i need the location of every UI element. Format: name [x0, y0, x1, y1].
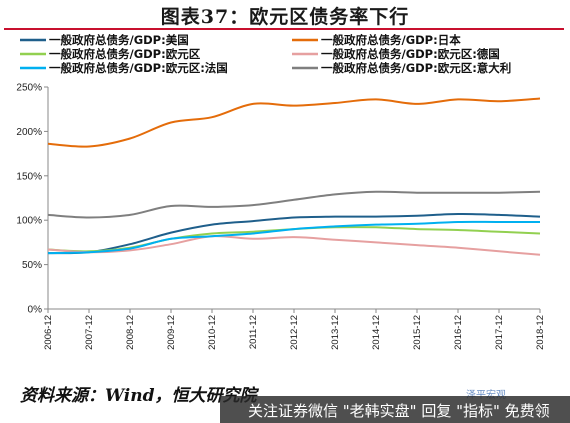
x-tick-label: 2009-12: [166, 315, 177, 350]
x-tick-label: 2008-12: [125, 315, 136, 350]
chart-title: 图表37：欧元区债务率下行: [160, 6, 410, 28]
watermark-text: 关注证券微信 "老韩实盘" 回复 "指标" 免费领: [248, 402, 550, 420]
y-tick-label: 0%: [28, 305, 43, 316]
series-line-germany: [47, 235, 541, 256]
y-tick-label: 150%: [16, 171, 42, 182]
x-tick-label: 2013-12: [330, 315, 341, 350]
x-tick-label: 2010-12: [207, 315, 218, 350]
series-line-france: [47, 220, 540, 255]
legend-label-us: 一般政府总债务/GDP:美国: [49, 33, 189, 47]
x-tick-label: 2018-12: [535, 315, 546, 350]
title-divider: [4, 28, 564, 30]
series-line-japan: [47, 97, 541, 148]
series-line-us: [47, 212, 541, 255]
y-tick-label: 100%: [16, 216, 42, 227]
y-tick-label: 200%: [16, 127, 42, 138]
watermark-banner: [220, 396, 570, 423]
source-note: 资料来源：Wind，恒大研究院: [20, 386, 257, 406]
legend-label-japan: 一般政府总债务/GDP:日本: [321, 33, 461, 47]
y-tick-label: 50%: [22, 260, 42, 271]
x-tick-label: 2017-12: [494, 315, 505, 350]
chart-axes: 0% 50% 100% 150% 200% 250% 2006-12 2007-12 2008-…: [16, 83, 546, 350]
legend-label-france: 一般政府总债务/GDP:欧元区:法国: [49, 61, 228, 75]
watermark-logo: 泽平宏观: [466, 386, 506, 401]
x-tick-label: 2007-12: [84, 315, 95, 350]
x-tick-label: 2011-12: [248, 315, 259, 349]
x-tick-label: 2016-12: [453, 315, 464, 350]
legend-label-germany: 一般政府总债务/GDP:欧元区:德国: [321, 47, 500, 61]
x-tick-label: 2014-12: [371, 315, 382, 350]
x-tick-label: 2006-12: [43, 315, 54, 350]
y-tick-label: 250%: [16, 83, 42, 94]
x-tick-label: 2012-12: [289, 315, 300, 350]
legend-label-eurozone: 一般政府总债务/GDP:欧元区: [49, 47, 201, 61]
chart-legend: 一般政府总债务/GDP:美国 一般政府总债务/GDP:日本一般政府总债务/GDP:…: [20, 33, 511, 75]
series-line-italy: [47, 190, 541, 219]
x-tick-label: 2015-12: [412, 315, 423, 350]
chart-area: 一般政府总债务/GDP:美国 一般政府总债务/GDP:日本一般政府总债务/GDP:…: [16, 33, 546, 350]
chart-series-group: [47, 97, 541, 256]
legend-label-italy: 一般政府总债务/GDP:欧元区:意大利: [321, 61, 511, 75]
